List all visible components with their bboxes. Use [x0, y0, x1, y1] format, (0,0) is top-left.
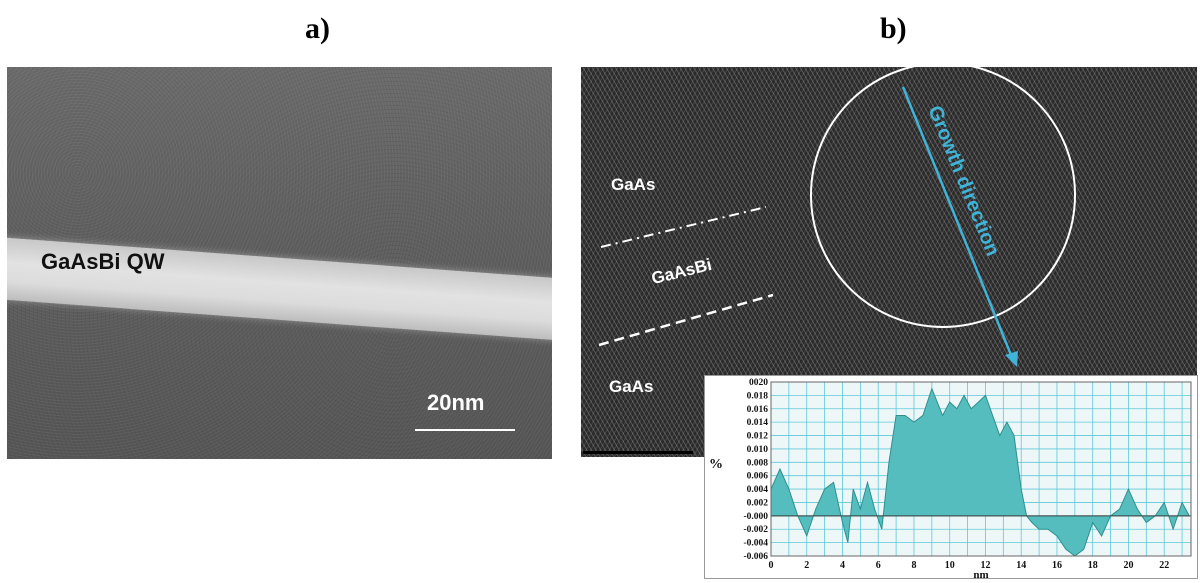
bi-profile-chart: 0020 0.018 0.016 0.014 0.012 0.010 0.008 0.006 0…	[709, 378, 1192, 581]
x-tick-label: 2	[804, 560, 809, 571]
y-tick-label: 0.008	[747, 458, 769, 468]
x-tick-label: 12	[980, 560, 990, 571]
x-tick-label: 16	[1052, 560, 1062, 571]
y-tick-label: 0.006	[747, 472, 769, 482]
y-tick-label: 0.014	[747, 418, 769, 428]
layer-label-top: GaAs	[611, 175, 656, 194]
y-tick-label: -0.004	[743, 539, 768, 549]
tem-image-panel-a: GaAsBi QW 20nm	[7, 67, 552, 459]
y-tick-label: -0.002	[743, 525, 768, 535]
x-tick-label: 18	[1088, 560, 1098, 571]
y-axis-label: %	[709, 457, 723, 472]
growth-arrowhead	[1005, 351, 1018, 367]
x-tick-label: 10	[945, 560, 955, 571]
x-tick-label: 8	[911, 560, 916, 571]
panel-b-overlay: Growth direction	[598, 67, 1076, 367]
bi-profile-inset: 0020 0.018 0.016 0.014 0.012 0.010 0.008 0.006 0…	[704, 375, 1198, 581]
y-tick-label: 0.010	[747, 445, 769, 455]
y-tick-label: 0.016	[747, 405, 769, 415]
x-tick-label: 22	[1159, 560, 1169, 571]
y-tick-label: 0.012	[747, 432, 769, 442]
panel-b-label: b)	[880, 12, 907, 45]
x-tick-label: 20	[1123, 560, 1133, 571]
y-tick-label: 0.002	[747, 498, 769, 508]
scale-bar-b	[583, 451, 693, 454]
interface-line-bottom	[598, 293, 774, 347]
panel-a-label: a)	[305, 12, 330, 45]
y-tick-label: -0.000	[743, 512, 768, 522]
profile-area	[770, 387, 1191, 557]
interface-line-top	[600, 206, 767, 248]
y-tick-label: -0.006	[743, 552, 768, 562]
x-tick-label: 14	[1016, 560, 1026, 571]
scale-bar-label: 20nm	[427, 390, 485, 415]
x-tick-label: 0	[769, 560, 774, 571]
selection-circle	[810, 67, 1076, 328]
layer-label-bottom: GaAs	[609, 377, 654, 396]
y-tick-label: 0.004	[747, 485, 769, 495]
qw-label: GaAsBi QW	[41, 249, 165, 274]
growth-direction-arrow	[901, 86, 1015, 361]
scale-bar	[415, 429, 515, 431]
x-tick-label: 4	[840, 560, 845, 571]
y-tick-label: 0.018	[747, 391, 769, 401]
plot-frame	[770, 381, 1192, 557]
y-tick-label: 0020	[749, 378, 768, 388]
x-tick-label: 6	[876, 560, 881, 571]
